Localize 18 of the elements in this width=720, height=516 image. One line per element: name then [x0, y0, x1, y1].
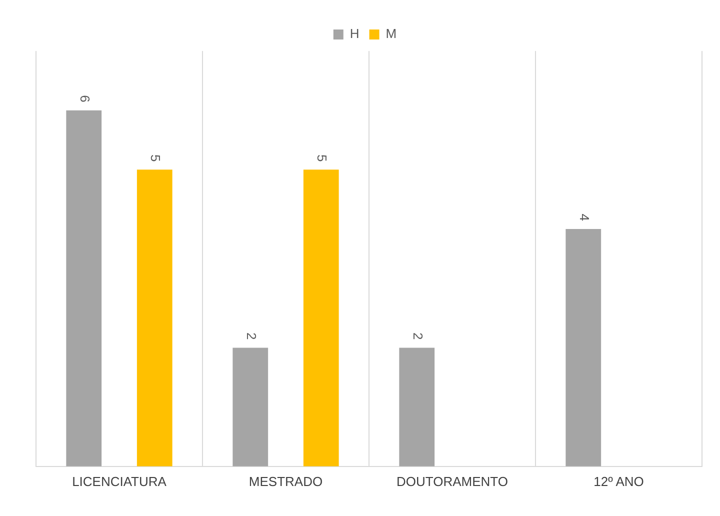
- data-label: 4: [576, 214, 592, 222]
- x-tick-label: 12º ANO: [594, 474, 644, 489]
- data-label: 6: [77, 95, 92, 102]
- legend-label: H: [350, 26, 360, 42]
- bar: [566, 229, 602, 466]
- bar: [66, 110, 102, 466]
- x-tick-label: LICENCIATURA: [72, 474, 167, 489]
- bar: [136, 170, 172, 466]
- data-label: 2: [410, 332, 426, 340]
- x-tick-label: MESTRADO: [248, 474, 323, 489]
- bar: [303, 170, 339, 466]
- bar: [232, 348, 268, 466]
- bar: [399, 348, 435, 466]
- legend-label: M: [386, 26, 397, 42]
- data-label: 5: [148, 154, 164, 162]
- data-label: 5: [314, 154, 330, 162]
- x-tick-label: DOUTORAMENTO: [396, 474, 508, 489]
- data-label: 2: [244, 332, 259, 340]
